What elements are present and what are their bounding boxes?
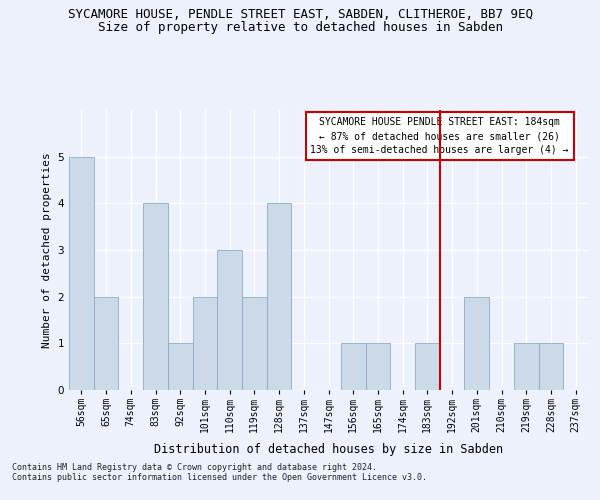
- Bar: [242, 296, 267, 390]
- Text: Size of property relative to detached houses in Sabden: Size of property relative to detached ho…: [97, 21, 503, 34]
- Text: SYCAMORE HOUSE, PENDLE STREET EAST, SABDEN, CLITHEROE, BB7 9EQ: SYCAMORE HOUSE, PENDLE STREET EAST, SABD…: [67, 8, 533, 20]
- Bar: [464, 296, 489, 390]
- Bar: [143, 204, 168, 390]
- Bar: [365, 344, 390, 390]
- Bar: [94, 296, 118, 390]
- Text: SYCAMORE HOUSE PENDLE STREET EAST: 184sqm
← 87% of detached houses are smaller (: SYCAMORE HOUSE PENDLE STREET EAST: 184sq…: [310, 117, 569, 155]
- Bar: [168, 344, 193, 390]
- Y-axis label: Number of detached properties: Number of detached properties: [42, 152, 52, 348]
- Bar: [514, 344, 539, 390]
- Bar: [217, 250, 242, 390]
- Bar: [341, 344, 365, 390]
- Bar: [415, 344, 440, 390]
- Bar: [267, 204, 292, 390]
- Bar: [193, 296, 217, 390]
- Bar: [69, 156, 94, 390]
- Text: Distribution of detached houses by size in Sabden: Distribution of detached houses by size …: [154, 442, 503, 456]
- Text: Contains HM Land Registry data © Crown copyright and database right 2024.
Contai: Contains HM Land Registry data © Crown c…: [12, 462, 427, 482]
- Bar: [539, 344, 563, 390]
